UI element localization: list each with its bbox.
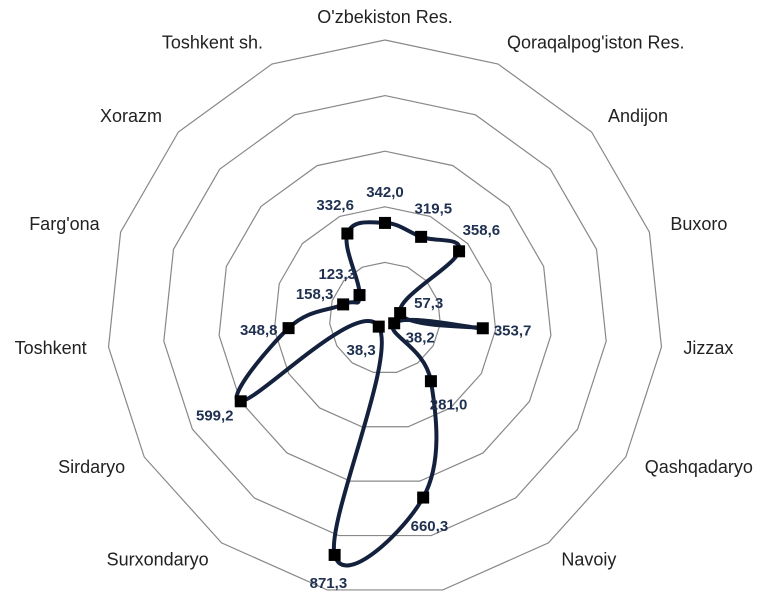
- value-label: 332,6: [316, 197, 354, 214]
- value-label: 871,3: [310, 575, 348, 592]
- marker: [476, 322, 489, 335]
- marker: [372, 320, 385, 333]
- value-label: 353,7: [494, 322, 532, 339]
- marker: [328, 548, 341, 561]
- marker: [453, 245, 466, 258]
- marker: [353, 289, 366, 302]
- value-label: 342,0: [366, 184, 404, 201]
- value-label: 358,6: [463, 222, 501, 239]
- marker: [394, 307, 407, 320]
- marker: [424, 375, 437, 388]
- marker: [415, 230, 428, 243]
- grid-ring: [273, 206, 497, 428]
- value-label: 38,3: [347, 342, 376, 359]
- marker: [379, 216, 391, 229]
- category-label: Xorazm: [100, 106, 162, 126]
- grid-ring: [163, 94, 607, 537]
- category-label: Toshkent: [15, 338, 87, 358]
- value-label: 660,3: [411, 518, 449, 535]
- grid-ring: [218, 150, 552, 482]
- category-label: Toshkent sh.: [162, 33, 263, 53]
- marker: [417, 491, 430, 504]
- marker: [341, 227, 354, 240]
- value-label: 38,2: [406, 329, 435, 346]
- category-label: Jizzax: [683, 338, 733, 358]
- category-label: Farg'ona: [29, 214, 100, 234]
- value-label: 57,3: [414, 295, 443, 312]
- category-label: Sirdaryo: [58, 457, 125, 477]
- marker: [388, 317, 401, 330]
- marker: [282, 322, 295, 335]
- value-label: 281,0: [430, 396, 468, 413]
- value-label: 348,8: [240, 322, 278, 339]
- grid-ring: [329, 261, 441, 373]
- category-label: Surxondaryo: [107, 549, 209, 569]
- value-label: 158,3: [296, 286, 334, 303]
- value-label: 599,2: [196, 407, 234, 424]
- category-label: Qashqadaryo: [645, 457, 753, 477]
- category-label: O'zbekiston Res.: [317, 7, 453, 27]
- category-label: Navoiy: [561, 549, 616, 569]
- category-label: Qoraqalpog'iston Res.: [507, 33, 685, 53]
- series-line: [234, 220, 485, 568]
- marker: [234, 395, 247, 408]
- category-label: Buxoro: [670, 214, 727, 234]
- category-label: Andijon: [608, 106, 668, 126]
- marker: [337, 298, 350, 311]
- value-label: 123,3: [318, 266, 356, 283]
- grid-ring: [107, 39, 663, 591]
- value-label: 319,5: [415, 200, 453, 217]
